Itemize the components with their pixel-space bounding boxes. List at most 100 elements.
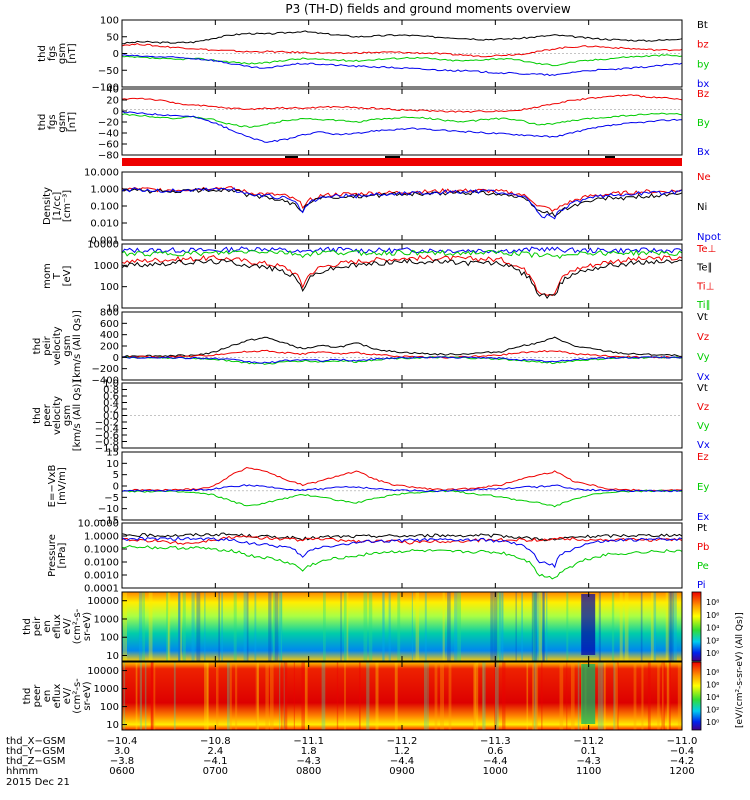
spectrogram-feature [581,664,596,724]
spectrogram-streak [382,592,384,661]
panel-3: Ne Ni Npot 10.000 1.000 0.100 0.010 0.001 Densit… [42,168,721,247]
legend-entry: Vy [697,352,710,363]
series-line-te⊥ [121,254,683,297]
y-axis-label: en [42,690,53,703]
legend-entry: bx [697,79,709,90]
panel-10: 10⁸ 10⁶ 10⁴ 10² 10⁰ 10000 1000 100 10 thd peer en ef… [22,661,719,731]
x-tick-label: 1.2 [394,746,410,757]
series-line-npot [121,187,683,220]
y-tick-label: 1000 [94,261,119,272]
legend-entry: Vx [697,372,710,383]
y-axis-label: sr-eV) [82,681,93,710]
y-tick-label: −0.4 [95,424,119,435]
y-axis-label: fgs [47,114,58,129]
spectrogram-streak [227,662,230,730]
spectrogram-streak [533,662,537,730]
x-tick-label: −4.4 [390,756,414,767]
colorbar-tick-label: 10⁶ [706,611,719,620]
series-line-ti⊥ [121,246,683,254]
spectrogram-streak [577,662,580,730]
y-tick-label: 10.0000 [78,519,119,530]
spectrogram-streak [619,592,623,661]
y-tick-label: 0 [113,353,119,364]
x-tick-label: 1000 [483,766,508,777]
spectrogram-streak [538,592,542,661]
x-axis-row-label: hhmm [6,766,38,777]
y-tick-label: −0.8 [95,437,119,448]
y-tick-label: 10000 [87,666,119,677]
y-axis-label: thd [32,407,43,424]
colorbar-tick-label: 10⁸ [706,668,719,677]
series-line-ez [121,466,682,492]
legend-entry: Vz [697,332,709,343]
legend-entry: Bz [697,89,709,100]
spectrogram-streak [221,592,223,661]
y-axis-label: gsm [57,111,68,132]
spectrogram-streak [218,592,220,661]
spectrogram-streak [434,662,438,730]
spectrogram-streaks-2 [123,662,682,730]
y-tick-label: 0 [113,482,119,493]
spectrogram-streak [166,592,169,661]
legend-entry: Pi [697,580,706,591]
legend-entry: Vz [697,402,709,413]
y-tick-label: −20 [98,118,119,129]
x-tick-label: −3.8 [110,756,134,767]
x-tick-label: −0.4 [670,746,694,757]
y-axis-label: Pressure [47,534,58,577]
y-axis-label: [mV/m] [57,467,68,505]
y-tick-label: −80 [98,151,119,162]
spectrogram-streak [538,592,542,661]
y-tick-label: −0.2 [95,418,119,429]
spectrogram-streak [323,592,326,661]
legend-entry: Ti⊥ [696,281,714,292]
spectrogram-streak [502,662,506,730]
y-tick-label: 1000 [94,684,119,695]
y-tick-label: 100 [100,16,119,27]
x-tick-label: 0800 [296,766,321,777]
spectrogram-streak [123,592,127,661]
x-tick-label: 1.8 [301,746,317,757]
spectrogram-streak [668,662,671,730]
spectrogram-streak [346,592,349,661]
x-tick-label: 0600 [109,766,134,777]
y-tick-label: 50 [106,32,119,43]
colorbar-tick-label: 10⁰ [706,718,719,727]
legend-entry: Bt [697,20,708,31]
spectrogram-streak [191,592,195,661]
spectrogram-streak [424,592,427,661]
series-line-pt [121,532,683,542]
y-tick-label: 10 [106,304,119,315]
spectrogram-streak [243,592,247,661]
spectrogram-streak [624,592,629,661]
spectrogram-streak [280,592,282,661]
y-tick-label: 0.8 [103,385,119,396]
spectrogram-streak [424,662,428,730]
y-tick-label: 100 [100,282,119,293]
y-axis-label: Density [42,187,53,225]
y-axis-label: thd [22,688,33,705]
spectrogram-streak [255,662,259,730]
colorbar-tick-label: 10⁴ [706,693,719,702]
spectrogram-streak [457,592,461,661]
x-tick-label: 3.0 [114,746,130,757]
y-axis-label: [eV] [62,266,73,287]
spectrogram-streak [427,662,429,730]
y-tick-label: 0.010 [90,219,119,230]
y-axis-label: peer [42,403,53,427]
spectrogram-streak [496,592,501,661]
spectrogram-streak [598,592,601,661]
y-tick-label: −60 [98,140,119,151]
legend-entry: Ey [697,482,709,493]
spectrogram-streak [216,662,219,730]
y-tick-label: 10 [106,651,119,662]
legend-entry: Te⊥ [696,244,716,255]
status-bar [122,158,682,166]
panel-4: Te⊥ Te∥ Ti⊥ Ti∥ 10000 1000 100 10 mom T [eV] [42,240,716,315]
spectrogram-streak [495,662,499,730]
spectrogram-streak [179,592,183,661]
series-line-pe [121,544,683,580]
spectrogram-streak [182,592,186,661]
panel-1: Bt bz by bx 100 50 0 −50 −100 thd fgs gsm [nT] [37,16,709,94]
y-tick-label: 10 [106,720,119,731]
